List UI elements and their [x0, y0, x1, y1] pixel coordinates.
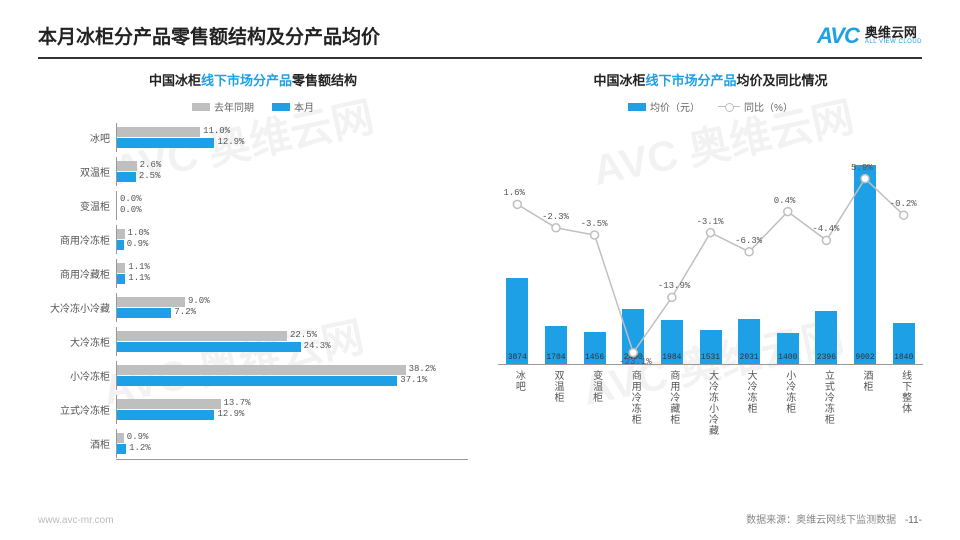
hbar-row: 立式冷冻柜13.7%12.9% — [38, 392, 468, 426]
bar-prev: 13.7% — [117, 399, 221, 409]
x-category: 大冷冻柜 — [743, 370, 758, 414]
bar-prev: 1.1% — [117, 263, 125, 273]
x-category: 立式冷冻柜 — [820, 370, 835, 425]
yoy-marker — [784, 208, 792, 216]
yoy-marker — [861, 175, 869, 183]
x-category: 线下整体 — [898, 370, 913, 414]
x-category: 变温柜 — [589, 370, 604, 403]
bar-curr: 7.2% — [117, 308, 171, 318]
hbar-row: 酒柜0.9%1.2% — [38, 426, 468, 460]
yoy-label: -2.3% — [542, 212, 569, 222]
yoy-marker — [707, 229, 715, 237]
hbar-category: 酒柜 — [38, 436, 116, 451]
left-legend: 去年同期 本月 — [38, 99, 468, 114]
yoy-label: -4.4% — [812, 224, 839, 234]
right-legend: 均价（元） 同比（%） — [498, 99, 923, 114]
logo-cn: 奥维云网 — [865, 26, 922, 39]
left-chart-title: 中国冰柜线下市场分产品零售额结构 — [38, 70, 468, 89]
x-category: 商用冷藏柜 — [666, 370, 681, 425]
logo-en: ALL VIEW CLOUD — [865, 39, 922, 45]
page-number: -11- — [905, 515, 922, 526]
yoy-marker — [513, 200, 521, 208]
yoy-label: 5.9% — [851, 163, 873, 173]
yoy-label: -6.3% — [735, 236, 762, 246]
left-chart: 中国冰柜线下市场分产品零售额结构 去年同期 本月 冰吧11.0%12.9%双温柜… — [38, 70, 468, 460]
bar-curr: 0.9% — [117, 240, 124, 250]
yoy-marker — [745, 248, 753, 256]
x-category: 小冷冻柜 — [782, 370, 797, 414]
hbar-row: 商用冷冻柜1.0%0.9% — [38, 222, 468, 256]
bar-curr: 1.1% — [117, 274, 125, 284]
hbar-row: 冰吧11.0%12.9% — [38, 120, 468, 154]
bar-prev: 11.0% — [117, 127, 200, 137]
x-category: 大冷冻小冷藏 — [705, 370, 720, 436]
hbar-category: 立式冷冻柜 — [38, 402, 116, 417]
header: 本月冰柜分产品零售额结构及分产品均价 AVC 奥维云网 ALL VIEW CLO… — [38, 22, 922, 59]
bar-prev: 22.5% — [117, 331, 287, 341]
x-category: 酒柜 — [859, 370, 874, 392]
yoy-marker — [900, 211, 908, 219]
x-category: 冰吧 — [511, 370, 526, 392]
yoy-label: -3.1% — [697, 217, 724, 227]
hbar-category: 商用冷冻柜 — [38, 232, 116, 247]
bar-prev: 1.0% — [117, 229, 125, 239]
hbar-row: 双温柜2.6%2.5% — [38, 154, 468, 188]
yoy-label: -3.5% — [581, 219, 608, 229]
hbar-category: 大冷冻柜 — [38, 334, 116, 349]
right-chart-title: 中国冰柜线下市场分产品均价及同比情况 — [498, 70, 923, 89]
hbar-row: 大冷冻柜22.5%24.3% — [38, 324, 468, 358]
footer-source: 数据来源：奥维云网线下监测数据 -11- — [746, 511, 922, 526]
yoy-marker — [668, 293, 676, 301]
yoy-label: -13.9% — [658, 281, 690, 291]
logo: AVC 奥维云网 ALL VIEW CLOUD — [817, 23, 922, 49]
hbar-row: 大冷冻小冷藏9.0%7.2% — [38, 290, 468, 324]
hbar-chart: 冰吧11.0%12.9%双温柜2.6%2.5%变温柜0.0%0.0%商用冷冻柜1… — [38, 120, 468, 460]
hbar-category: 大冷冻小冷藏 — [38, 300, 116, 315]
hbar-row: 小冷冻柜38.2%37.1% — [38, 358, 468, 392]
hbar-row: 变温柜0.0%0.0% — [38, 188, 468, 222]
bar-curr: 24.3% — [117, 342, 301, 352]
combo-chart: 3874170414562490198415312031140023969002… — [498, 124, 923, 474]
yoy-marker — [591, 231, 599, 239]
bar-curr: 12.9% — [117, 410, 214, 420]
bar-prev: 38.2% — [117, 365, 406, 375]
logo-mark: AVC — [817, 23, 859, 49]
bar-prev: 0.9% — [117, 433, 124, 443]
hbar-category: 商用冷藏柜 — [38, 266, 116, 281]
hbar-category: 双温柜 — [38, 164, 116, 179]
hbar-category: 变温柜 — [38, 198, 116, 213]
bar-prev: 9.0% — [117, 297, 185, 307]
bar-curr: 2.5% — [117, 172, 136, 182]
footer-url: www.avc-mr.com — [38, 515, 114, 526]
yoy-label: 1.6% — [503, 188, 525, 198]
yoy-marker — [822, 236, 830, 244]
bar-curr: 1.2% — [117, 444, 126, 454]
yoy-label: -23.1% — [619, 357, 651, 367]
yoy-marker — [552, 224, 560, 232]
x-category: 商用冷冻柜 — [627, 370, 642, 425]
yoy-marker — [629, 349, 637, 357]
bar-curr: 12.9% — [117, 138, 214, 148]
yoy-line — [517, 179, 903, 353]
hbar-category: 小冷冻柜 — [38, 368, 116, 383]
x-category: 双温柜 — [550, 370, 565, 403]
hbar-row: 商用冷藏柜1.1%1.1% — [38, 256, 468, 290]
bar-curr: 37.1% — [117, 376, 397, 386]
right-chart: 中国冰柜线下市场分产品均价及同比情况 均价（元） 同比（%） 387417041… — [498, 70, 923, 474]
yoy-label: 0.4% — [774, 196, 796, 206]
yoy-label: -0.2% — [890, 199, 917, 209]
bar-prev: 2.6% — [117, 161, 137, 171]
hbar-category: 冰吧 — [38, 130, 116, 145]
page-title: 本月冰柜分产品零售额结构及分产品均价 — [38, 22, 380, 49]
